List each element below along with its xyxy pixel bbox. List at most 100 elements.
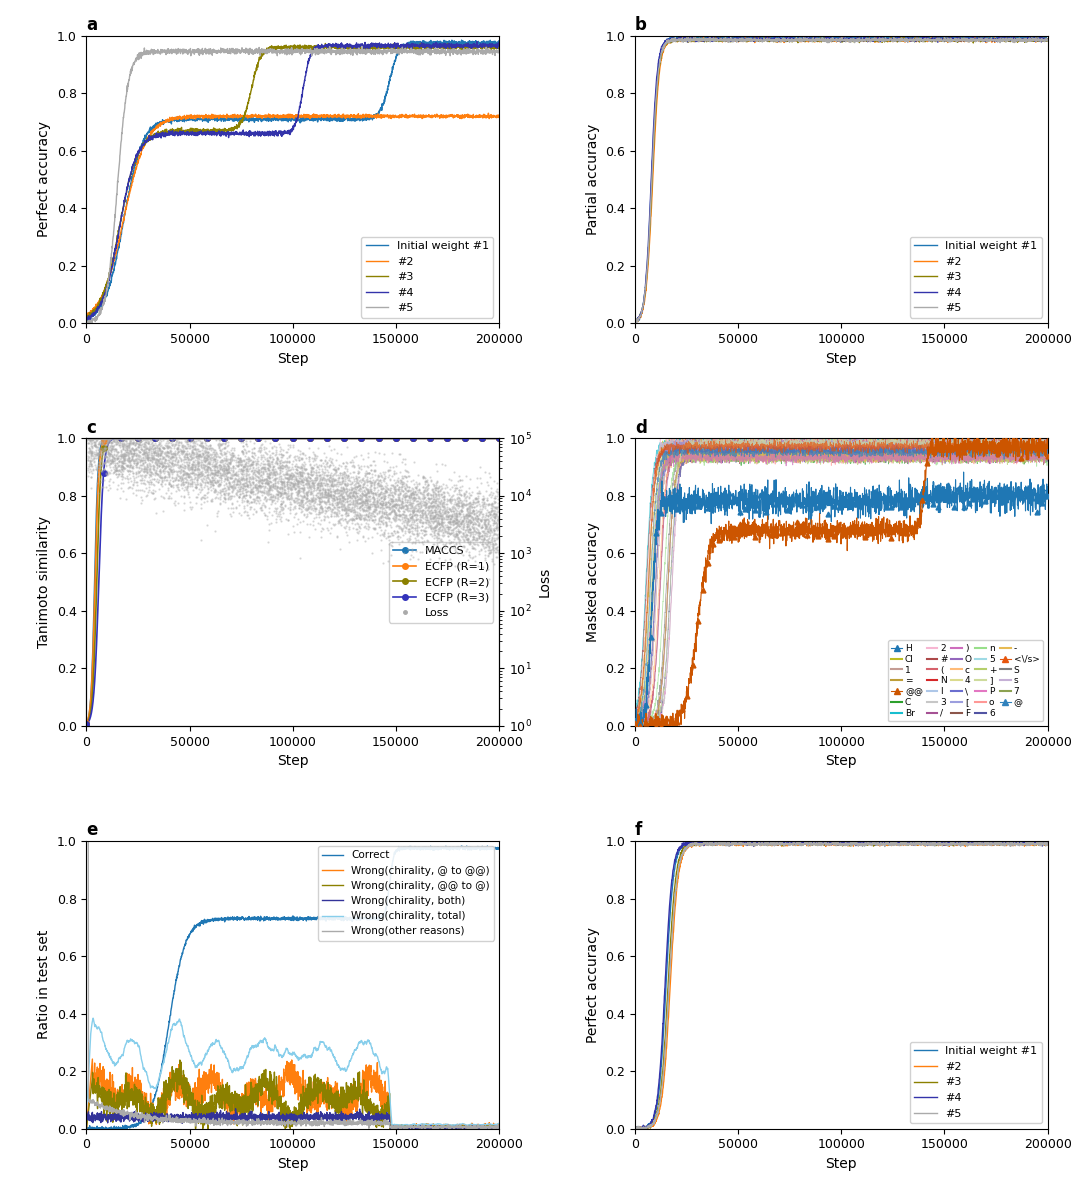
Point [411,506,429,525]
Point [449,492,467,511]
Point [120,465,137,484]
Point [201,429,218,448]
Point [393,473,410,492]
Point [449,488,467,507]
Point [368,474,386,493]
Point [124,463,141,482]
Point [431,495,448,514]
Point [177,429,194,448]
#3 [819,34,832,49]
Point [336,474,353,493]
Point [238,443,255,462]
Point [441,520,458,539]
Point [483,530,500,549]
Point [145,474,162,493]
Point [333,444,350,463]
Point [417,474,434,493]
Point [165,469,183,488]
Point [468,506,485,525]
Point [177,480,194,499]
Point [448,494,465,513]
Point [345,500,362,519]
H [910,492,923,506]
Point [133,429,150,448]
Point [134,466,151,485]
Point [230,481,247,500]
Point [370,485,388,504]
Point [256,431,273,450]
Point [83,463,100,482]
Point [316,480,334,499]
Point [457,520,474,539]
Point [390,485,407,504]
Point [149,465,166,484]
Point [375,484,392,503]
Point [170,434,187,453]
Point [259,481,276,500]
Point [461,526,478,545]
Point [419,514,436,533]
Point [96,429,113,448]
Point [91,432,108,451]
Point [488,498,505,517]
MACCS [114,431,127,446]
Point [82,479,99,498]
Point [179,450,197,469]
Point [204,463,221,482]
Point [390,478,407,497]
Point [426,507,443,526]
Point [404,488,421,507]
Point [431,519,448,538]
Point [99,449,117,468]
Point [462,524,480,543]
Point [334,491,351,510]
Point [229,456,246,475]
Point [418,480,435,499]
Point [351,479,368,498]
Point [244,465,261,484]
Point [454,524,471,543]
Point [97,447,114,466]
Point [353,478,370,497]
Point [328,488,346,507]
Point [82,429,99,448]
Point [301,514,319,533]
Point [192,463,210,482]
Point [82,455,99,474]
Point [238,482,255,501]
Point [251,473,268,492]
Point [117,453,134,472]
Point [475,514,492,533]
Point [372,525,389,544]
Point [131,429,148,448]
Point [264,492,281,511]
Point [374,525,391,544]
Point [429,472,446,491]
Point [189,474,206,493]
Point [230,462,247,481]
Point [249,479,267,498]
Point [151,461,168,480]
Point [200,438,217,457]
Point [312,510,329,529]
Point [406,481,423,500]
Point [268,465,285,484]
Point [295,486,312,505]
Point [339,486,356,505]
Point [242,469,259,488]
Point [132,473,149,492]
Point [345,510,362,529]
Point [280,478,297,497]
Point [187,457,204,476]
Point [261,465,279,484]
Point [152,429,170,448]
Point [147,461,164,480]
Point [251,476,268,495]
Point [156,448,173,467]
Point [407,501,424,520]
X-axis label: Step: Step [825,1157,858,1171]
Point [347,480,364,499]
Initial weight #1 [1001,29,1014,43]
ECFP (R=1) [389,431,402,446]
Point [181,437,199,456]
